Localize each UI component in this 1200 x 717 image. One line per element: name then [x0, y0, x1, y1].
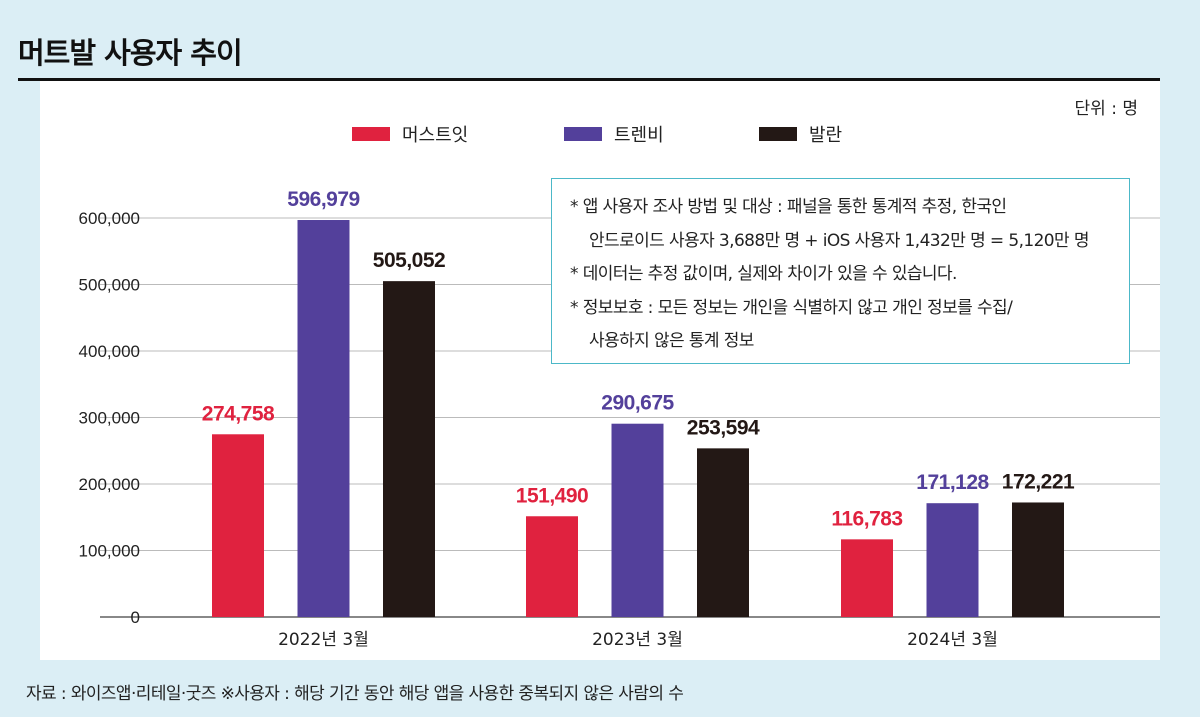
note-line: * 앱 사용자 조사 방법 및 대상 : 패널을 통한 통계적 추정, 한국인 [570, 197, 1007, 217]
bar [611, 423, 664, 617]
chart-title: 머트발 사용자 추이 [18, 36, 243, 70]
note-line: * 정보보호 : 모든 정보는 개인을 식별하지 않고 개인 정보를 수집/ [570, 297, 1013, 318]
y-tick-label: 200,000 [79, 475, 140, 494]
legend-label: 트렌비 [614, 125, 664, 146]
x-tick-label: 2024년 3월 [907, 630, 998, 650]
x-tick-label: 2023년 3월 [592, 630, 683, 650]
data-label: 274,758 [202, 402, 275, 425]
bar [383, 281, 435, 617]
y-tick-label: 400,000 [79, 342, 140, 361]
data-label: 253,594 [687, 416, 760, 439]
data-label: 596,979 [287, 188, 359, 211]
bar [297, 220, 350, 617]
legend-swatch [352, 127, 390, 141]
y-tick-label: 500,000 [79, 276, 140, 295]
legend-label: 머스트잇 [402, 125, 469, 146]
legend-label: 발란 [809, 125, 843, 146]
x-tick-label: 2022년 3월 [278, 630, 369, 650]
bar [212, 434, 264, 617]
data-label: 171,128 [916, 471, 989, 494]
legend-item-balaan: 발란 [759, 121, 842, 147]
legend-item-trenbe: 트렌비 [564, 121, 664, 147]
data-label: 172,221 [1002, 470, 1075, 493]
bar [926, 503, 979, 617]
y-tick-label: 100,000 [79, 542, 140, 561]
legend-swatch [564, 127, 602, 141]
data-label: 151,490 [516, 484, 588, 507]
bar [1012, 502, 1064, 617]
legend-swatch [759, 127, 797, 141]
legend-item-mustit: 머스트잇 [352, 121, 468, 147]
bar [526, 516, 578, 617]
note-line: 안드로이드 사용자 3,688만 명 + iOS 사용자 1,432만 명 = … [589, 230, 1090, 251]
y-tick-label: 300,000 [79, 409, 140, 428]
source-footer: 자료 : 와이즈앱·리테일·굿즈 ※사용자 : 해당 기간 동안 해당 앱을 사… [26, 684, 684, 704]
note-line: 사용하지 않은 통계 정보 [589, 331, 754, 351]
y-tick-label: 600,000 [79, 209, 140, 228]
bar [841, 539, 893, 617]
note-box: * 앱 사용자 조사 방법 및 대상 : 패널을 통한 통계적 추정, 한국인 … [551, 178, 1130, 364]
data-label: 290,675 [601, 392, 674, 415]
data-label: 116,783 [831, 507, 902, 530]
bar [697, 448, 749, 617]
data-label: 505,052 [373, 249, 445, 272]
unit-label: 단위 : 명 [1074, 99, 1138, 119]
title-rule [18, 78, 1160, 81]
note-line: * 데이터는 추정 값이며, 실제와 차이가 있을 수 있습니다. [570, 264, 957, 284]
y-tick-label: 0 [131, 608, 140, 627]
